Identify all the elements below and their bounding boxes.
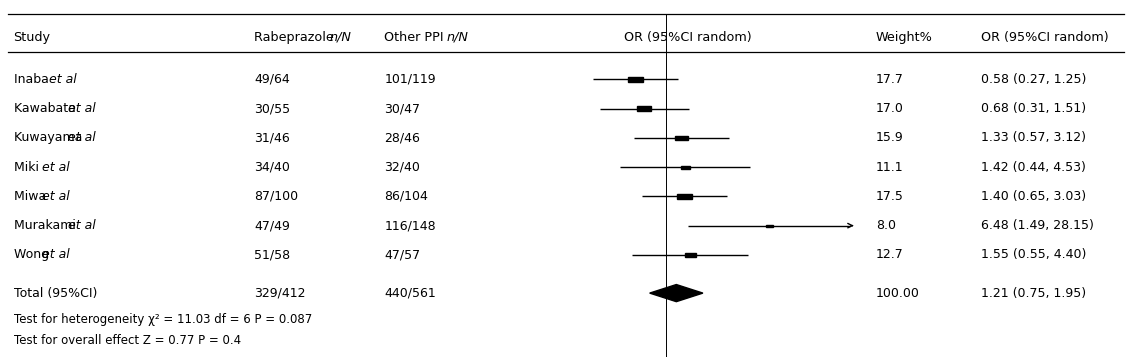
Text: OR (95%CI random): OR (95%CI random) [981, 31, 1109, 44]
Text: 100.00: 100.00 [876, 287, 920, 300]
Text: et al: et al [68, 131, 96, 144]
Text: Wong: Wong [14, 248, 53, 261]
Text: 8.0: 8.0 [876, 219, 896, 232]
Text: 329/412: 329/412 [254, 287, 306, 300]
Text: et al: et al [42, 161, 70, 174]
Text: 17.5: 17.5 [876, 190, 904, 203]
Text: 1.33 (0.57, 3.12): 1.33 (0.57, 3.12) [981, 131, 1086, 144]
Text: 49/64: 49/64 [254, 73, 290, 86]
Polygon shape [650, 285, 703, 302]
Bar [628, 77, 643, 82]
Text: et al: et al [49, 73, 77, 86]
Text: 47/57: 47/57 [384, 248, 420, 261]
Text: 0.68 (0.31, 1.51): 0.68 (0.31, 1.51) [981, 102, 1086, 115]
Text: Study: Study [14, 31, 51, 44]
Text: 47/49: 47/49 [254, 219, 290, 232]
Text: 51/58: 51/58 [254, 248, 290, 261]
Text: Kawabata: Kawabata [14, 102, 79, 115]
Text: Kuwayama: Kuwayama [14, 131, 86, 144]
Text: 11.1: 11.1 [876, 161, 903, 174]
Text: et al: et al [42, 190, 70, 203]
Text: 87/100: 87/100 [254, 190, 298, 203]
Text: 17.0: 17.0 [876, 102, 904, 115]
Text: et al: et al [42, 248, 70, 261]
Text: Other PPI: Other PPI [384, 31, 447, 44]
Text: 1.42 (0.44, 4.53): 1.42 (0.44, 4.53) [981, 161, 1086, 174]
Text: 31/46: 31/46 [254, 131, 290, 144]
Text: Weight%: Weight% [876, 31, 932, 44]
Bar [680, 166, 690, 169]
Bar [637, 106, 651, 111]
Text: et al: et al [68, 219, 96, 232]
Text: 0.58 (0.27, 1.25): 0.58 (0.27, 1.25) [981, 73, 1086, 86]
Text: 28/46: 28/46 [384, 131, 420, 144]
Text: 86/104: 86/104 [384, 190, 428, 203]
Text: 440/561: 440/561 [384, 287, 436, 300]
Text: Test for overall effect Z = 0.77 P = 0.4: Test for overall effect Z = 0.77 P = 0.4 [14, 334, 241, 347]
Text: Inaba: Inaba [14, 73, 52, 86]
Text: 30/55: 30/55 [254, 102, 290, 115]
Text: 12.7: 12.7 [876, 248, 904, 261]
Text: 34/40: 34/40 [254, 161, 290, 174]
Text: n/N: n/N [330, 31, 351, 44]
Text: Rabeprazole: Rabeprazole [254, 31, 338, 44]
Text: 116/148: 116/148 [384, 219, 436, 232]
Text: 101/119: 101/119 [384, 73, 436, 86]
Text: et al: et al [68, 102, 96, 115]
Text: n/N: n/N [446, 31, 469, 44]
Text: 1.40 (0.65, 3.03): 1.40 (0.65, 3.03) [981, 190, 1086, 203]
Text: 6.48 (1.49, 28.15): 6.48 (1.49, 28.15) [981, 219, 1094, 232]
Bar [766, 225, 773, 227]
Text: Total (95%CI): Total (95%CI) [14, 287, 97, 300]
Text: OR (95%CI random): OR (95%CI random) [625, 31, 751, 44]
Text: 32/40: 32/40 [384, 161, 420, 174]
Text: 1.55 (0.55, 4.40): 1.55 (0.55, 4.40) [981, 248, 1086, 261]
Bar [675, 136, 688, 140]
Text: 1.21 (0.75, 1.95): 1.21 (0.75, 1.95) [981, 287, 1086, 300]
Text: Test for heterogeneity χ² = 11.03 df = 6 P = 0.087: Test for heterogeneity χ² = 11.03 df = 6… [14, 313, 312, 326]
Text: Murakami: Murakami [14, 219, 79, 232]
Bar [685, 253, 695, 257]
Text: 17.7: 17.7 [876, 73, 904, 86]
Bar [677, 194, 692, 199]
Text: Miki: Miki [14, 161, 43, 174]
Text: 15.9: 15.9 [876, 131, 904, 144]
Text: 30/47: 30/47 [384, 102, 420, 115]
Text: Miwa: Miwa [14, 190, 50, 203]
